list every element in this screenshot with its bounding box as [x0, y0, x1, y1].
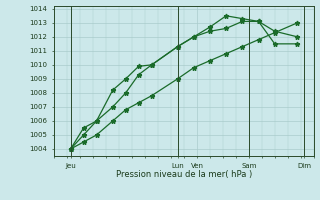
X-axis label: Pression niveau de la mer( hPa ): Pression niveau de la mer( hPa ): [116, 170, 252, 179]
